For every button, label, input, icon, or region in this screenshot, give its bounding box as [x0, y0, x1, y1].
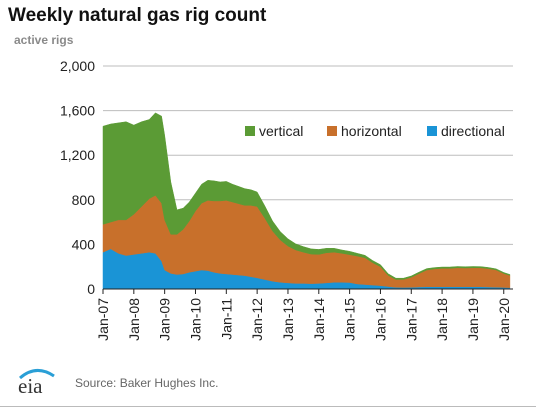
- x-tick-label: Jan-14: [311, 298, 327, 341]
- y-tick-label: 1,600: [60, 103, 95, 119]
- x-tick-label: Jan-18: [434, 298, 450, 341]
- y-axis-label: active rigs: [14, 33, 74, 47]
- chart-title: Weekly natural gas rig count: [8, 5, 267, 26]
- legend-swatch: [327, 126, 337, 136]
- y-tick-label: 1,200: [60, 147, 95, 163]
- x-tick-label: Jan-10: [187, 298, 203, 341]
- y-tick-label: 0: [87, 281, 95, 297]
- x-tick-label: Jan-19: [465, 298, 481, 341]
- bottom-divider: [0, 406, 536, 407]
- legend-label: directional: [441, 123, 505, 139]
- series-area-vertical: [102, 112, 511, 280]
- y-tick-label: 800: [72, 192, 96, 208]
- axes: 0 400 800 1,200 1,600 2,000 Jan-07 Jan-08 Jan-09…: [60, 58, 513, 341]
- stacked-area-chart: 0 400 800 1,200 1,600 2,000 Jan-07 Jan-08 Jan-09…: [60, 58, 513, 341]
- y-tick-label: 400: [72, 236, 96, 252]
- legend-item-horizontal: horizontal: [327, 123, 402, 139]
- x-tick-label: Jan-17: [403, 298, 419, 341]
- legend-swatch: [427, 126, 437, 136]
- source-note: Source: Baker Hughes Inc.: [75, 376, 219, 390]
- x-tick-label: Jan-12: [249, 298, 265, 341]
- x-tick-label: Jan-08: [126, 298, 142, 341]
- logo-text: eia: [18, 374, 43, 396]
- x-tick-label: Jan-16: [372, 298, 388, 341]
- x-tick-label: Jan-13: [280, 298, 296, 341]
- legend-swatch: [245, 126, 255, 136]
- x-tick-label: Jan-15: [342, 298, 358, 341]
- x-tick-label: Jan-11: [218, 298, 234, 340]
- eia-logo: eia: [14, 366, 62, 401]
- legend-label: vertical: [259, 123, 303, 139]
- y-tick-label: 2,000: [60, 58, 95, 74]
- area-series: [102, 112, 511, 290]
- legend-item-directional: directional: [427, 123, 505, 139]
- x-tick-label: Jan-09: [157, 298, 173, 341]
- legend: vertical horizontal directional: [245, 123, 505, 139]
- legend-item-vertical: vertical: [245, 123, 303, 139]
- legend-label: horizontal: [341, 123, 402, 139]
- x-tick-label: Jan-20: [496, 298, 512, 341]
- x-tick-label: Jan-07: [95, 298, 111, 341]
